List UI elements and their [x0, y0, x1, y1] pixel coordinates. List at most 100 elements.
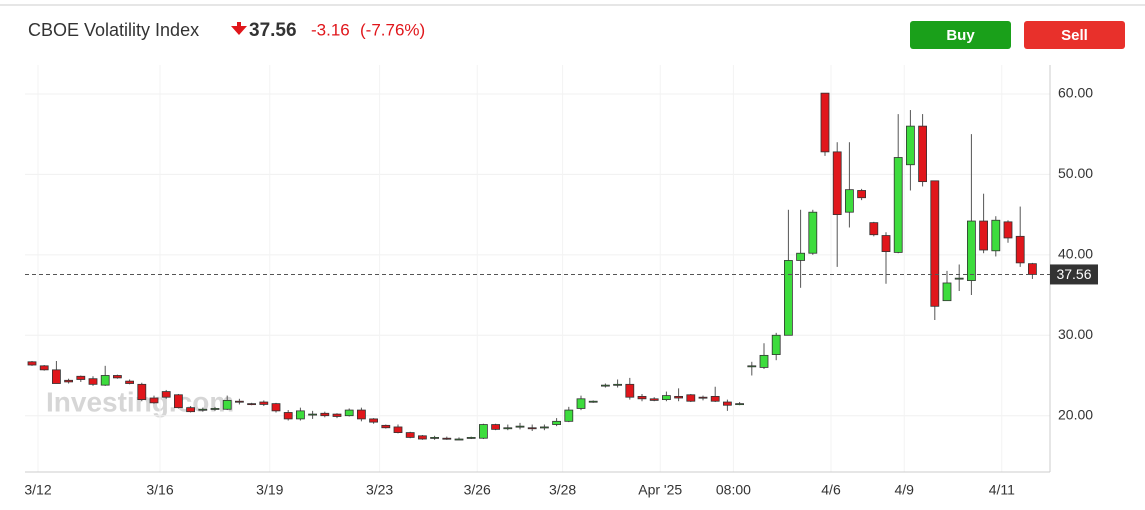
candle-body [295, 410, 305, 420]
candle-body [979, 220, 988, 251]
candle-body [381, 424, 391, 429]
x-tick-label: 4/9 [894, 482, 914, 498]
candle-body [857, 190, 866, 199]
candle-body [491, 424, 501, 430]
candle-body [186, 407, 196, 413]
candle-body [991, 219, 1001, 252]
candle-body [332, 413, 342, 417]
candle-body [417, 435, 427, 440]
candle-body [1028, 263, 1037, 275]
candle-body [613, 383, 622, 386]
candle-body [198, 408, 208, 411]
price-label-box [1050, 264, 1098, 285]
change-pct: (-7.76%) [360, 20, 425, 39]
candle-body [271, 403, 281, 412]
candle-body [552, 420, 561, 425]
candle-body [210, 408, 220, 410]
x-tick-label: 3/23 [366, 482, 393, 498]
change: -3.16 [311, 20, 350, 39]
candle-body [234, 400, 244, 403]
candle-body [64, 379, 73, 383]
candle-body [784, 260, 793, 336]
candle-body [503, 427, 513, 430]
candle-body [564, 409, 574, 422]
candle-body [88, 378, 98, 385]
candle-body [747, 365, 757, 368]
candle-body [674, 395, 683, 399]
candle-body [52, 369, 61, 384]
title: CBOE Volatility Index [28, 20, 199, 40]
candle-body [625, 383, 635, 398]
candle-body [710, 395, 720, 402]
candle-body [808, 211, 818, 254]
candle-body [466, 437, 476, 439]
candle-body [796, 252, 805, 261]
candle-body [393, 426, 403, 433]
y-tick-label: 20.00 [1058, 406, 1093, 422]
candle-body [601, 384, 610, 387]
candle-body [283, 412, 293, 420]
candle-body [930, 180, 940, 307]
y-tick-label: 30.00 [1058, 326, 1093, 342]
candle-body [149, 397, 159, 404]
candle-body [576, 398, 586, 409]
candle-body [137, 383, 147, 401]
candle-body [893, 157, 903, 253]
candle-body [820, 92, 830, 153]
sell-button[interactable]: Sell [1024, 21, 1125, 49]
candle-body [918, 125, 927, 183]
candle-body [430, 437, 440, 439]
x-tick-label: 3/16 [146, 482, 173, 498]
candle-body [662, 395, 671, 401]
candle-body [308, 413, 318, 416]
buy-button[interactable]: Buy [910, 21, 1011, 49]
candle-body [832, 151, 842, 216]
candle-body [478, 424, 488, 439]
candle-body [869, 222, 879, 236]
candle-body [259, 401, 269, 405]
candle-body [759, 354, 769, 368]
candle-body [222, 400, 232, 410]
y-tick-label: 40.00 [1058, 246, 1093, 262]
price-label: 37.56 [1056, 266, 1091, 282]
candle-body [698, 396, 708, 399]
candle-body [686, 394, 696, 402]
x-tick-label: 08:00 [716, 482, 751, 498]
candle-body [527, 427, 537, 430]
candle-body [454, 438, 464, 441]
y-tick-label: 50.00 [1058, 165, 1093, 181]
candle-body [442, 437, 452, 440]
x-tick-label: 4/6 [821, 482, 841, 498]
candle-body [723, 401, 732, 406]
candle-body [1015, 235, 1025, 264]
candle-body [845, 189, 854, 213]
down-arrow [231, 22, 247, 35]
candle-body [125, 380, 134, 384]
candle-body [540, 426, 549, 429]
candle-body [588, 400, 598, 403]
candle-body [173, 394, 183, 409]
candle-body [942, 282, 952, 302]
x-tick-label: 3/28 [549, 482, 576, 498]
candle-body [405, 432, 415, 438]
candle-body [637, 395, 647, 400]
candle-body [649, 398, 659, 401]
candle-body [735, 403, 744, 406]
x-tick-label: 3/26 [464, 482, 491, 498]
candle-body [113, 375, 122, 379]
x-tick-label: 3/19 [256, 482, 283, 498]
y-tick-label: 60.00 [1058, 85, 1093, 101]
candle-body [356, 409, 366, 420]
candle-body [320, 412, 330, 417]
candle-body [100, 375, 110, 386]
candle-body [967, 220, 976, 281]
candle-body [906, 125, 915, 166]
candle-body [881, 235, 891, 253]
x-tick-label: 3/12 [24, 482, 51, 498]
candle-body [39, 365, 49, 371]
candle-body [27, 361, 37, 366]
candle-body [1003, 221, 1013, 239]
candle-body [247, 403, 257, 406]
